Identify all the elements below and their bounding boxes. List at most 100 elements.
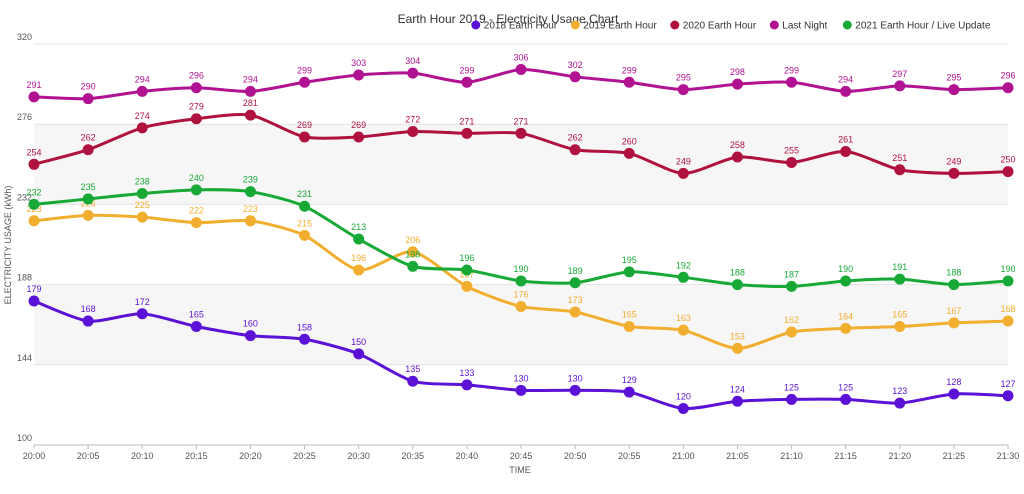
data-point[interactable] (1002, 275, 1014, 287)
data-point[interactable] (407, 375, 419, 387)
data-point[interactable] (786, 76, 798, 88)
data-point[interactable] (786, 393, 798, 405)
data-point[interactable] (948, 279, 960, 291)
data-point[interactable] (948, 317, 960, 329)
data-point[interactable] (407, 67, 419, 79)
data-point[interactable] (786, 156, 798, 168)
data-point[interactable] (244, 186, 256, 198)
data-point[interactable] (677, 167, 689, 179)
data-point[interactable] (82, 193, 94, 205)
data-point[interactable] (569, 144, 581, 156)
data-point[interactable] (244, 109, 256, 121)
data-point[interactable] (136, 308, 148, 320)
data-point[interactable] (461, 127, 473, 139)
data-point[interactable] (190, 217, 202, 229)
data-point[interactable] (677, 403, 689, 415)
data-point[interactable] (1002, 390, 1014, 402)
data-point[interactable] (28, 91, 40, 103)
data-point[interactable] (786, 280, 798, 292)
data-point[interactable] (407, 125, 419, 137)
data-point[interactable] (623, 147, 635, 159)
data-point[interactable] (461, 379, 473, 391)
data-point[interactable] (461, 264, 473, 276)
data-point[interactable] (82, 315, 94, 327)
data-point[interactable] (731, 279, 743, 291)
data-point[interactable] (299, 333, 311, 345)
data-point[interactable] (299, 76, 311, 88)
data-point[interactable] (407, 260, 419, 272)
legend-item[interactable]: 2019 Earth Hour (583, 21, 657, 32)
data-point[interactable] (244, 330, 256, 342)
data-point[interactable] (82, 209, 94, 221)
data-point[interactable] (677, 84, 689, 96)
data-point[interactable] (569, 71, 581, 83)
data-point[interactable] (623, 386, 635, 398)
data-point[interactable] (1002, 82, 1014, 94)
data-point[interactable] (786, 326, 798, 338)
legend-item[interactable]: 2021 Earth Hour / Live Update (855, 21, 991, 32)
data-point[interactable] (28, 198, 40, 210)
data-point[interactable] (515, 64, 527, 76)
data-point[interactable] (677, 271, 689, 283)
data-point[interactable] (948, 167, 960, 179)
data-point[interactable] (299, 229, 311, 241)
data-point[interactable] (515, 384, 527, 396)
data-point[interactable] (299, 131, 311, 143)
data-point[interactable] (1002, 315, 1014, 327)
data-point[interactable] (840, 146, 852, 158)
legend-item[interactable]: 2020 Earth Hour (683, 21, 757, 32)
data-point[interactable] (515, 127, 527, 139)
data-point[interactable] (569, 306, 581, 318)
data-point[interactable] (28, 215, 40, 227)
data-point[interactable] (136, 85, 148, 97)
data-point[interactable] (190, 184, 202, 196)
data-point[interactable] (623, 76, 635, 88)
data-point[interactable] (190, 321, 202, 333)
data-point[interactable] (840, 275, 852, 287)
data-point[interactable] (731, 342, 743, 354)
data-point[interactable] (82, 144, 94, 156)
data-point[interactable] (731, 78, 743, 90)
data-point[interactable] (136, 187, 148, 199)
data-point[interactable] (677, 324, 689, 336)
data-point[interactable] (299, 200, 311, 212)
data-point[interactable] (244, 215, 256, 227)
legend-item[interactable]: 2018 Earth Hour (484, 21, 558, 32)
data-point[interactable] (894, 164, 906, 176)
data-point[interactable] (894, 397, 906, 409)
data-point[interactable] (28, 158, 40, 170)
data-point[interactable] (948, 388, 960, 400)
data-point[interactable] (731, 151, 743, 163)
data-point[interactable] (948, 84, 960, 96)
data-point[interactable] (894, 321, 906, 333)
data-point[interactable] (731, 395, 743, 407)
legend-item[interactable]: Last Night (782, 21, 827, 32)
data-point[interactable] (136, 122, 148, 134)
data-point[interactable] (407, 246, 419, 258)
data-point[interactable] (353, 348, 365, 360)
data-point[interactable] (461, 76, 473, 88)
data-point[interactable] (244, 85, 256, 97)
legend[interactable]: 2018 Earth Hour 2019 Earth Hour 2020 Earth… (471, 20, 991, 32)
data-point[interactable] (353, 131, 365, 143)
data-point[interactable] (515, 300, 527, 312)
data-point[interactable] (840, 393, 852, 405)
data-point[interactable] (461, 280, 473, 292)
data-point[interactable] (82, 93, 94, 105)
data-point[interactable] (569, 384, 581, 396)
data-point[interactable] (190, 82, 202, 94)
data-point[interactable] (1002, 166, 1014, 178)
data-point[interactable] (623, 266, 635, 278)
data-point[interactable] (515, 275, 527, 287)
data-point[interactable] (840, 322, 852, 334)
data-point[interactable] (28, 295, 40, 307)
data-point[interactable] (840, 85, 852, 97)
data-point[interactable] (353, 69, 365, 81)
data-point[interactable] (136, 211, 148, 223)
data-point[interactable] (623, 321, 635, 333)
data-point[interactable] (353, 233, 365, 245)
data-point[interactable] (894, 80, 906, 92)
data-point[interactable] (569, 277, 581, 289)
data-point[interactable] (353, 264, 365, 276)
data-point[interactable] (190, 113, 202, 125)
